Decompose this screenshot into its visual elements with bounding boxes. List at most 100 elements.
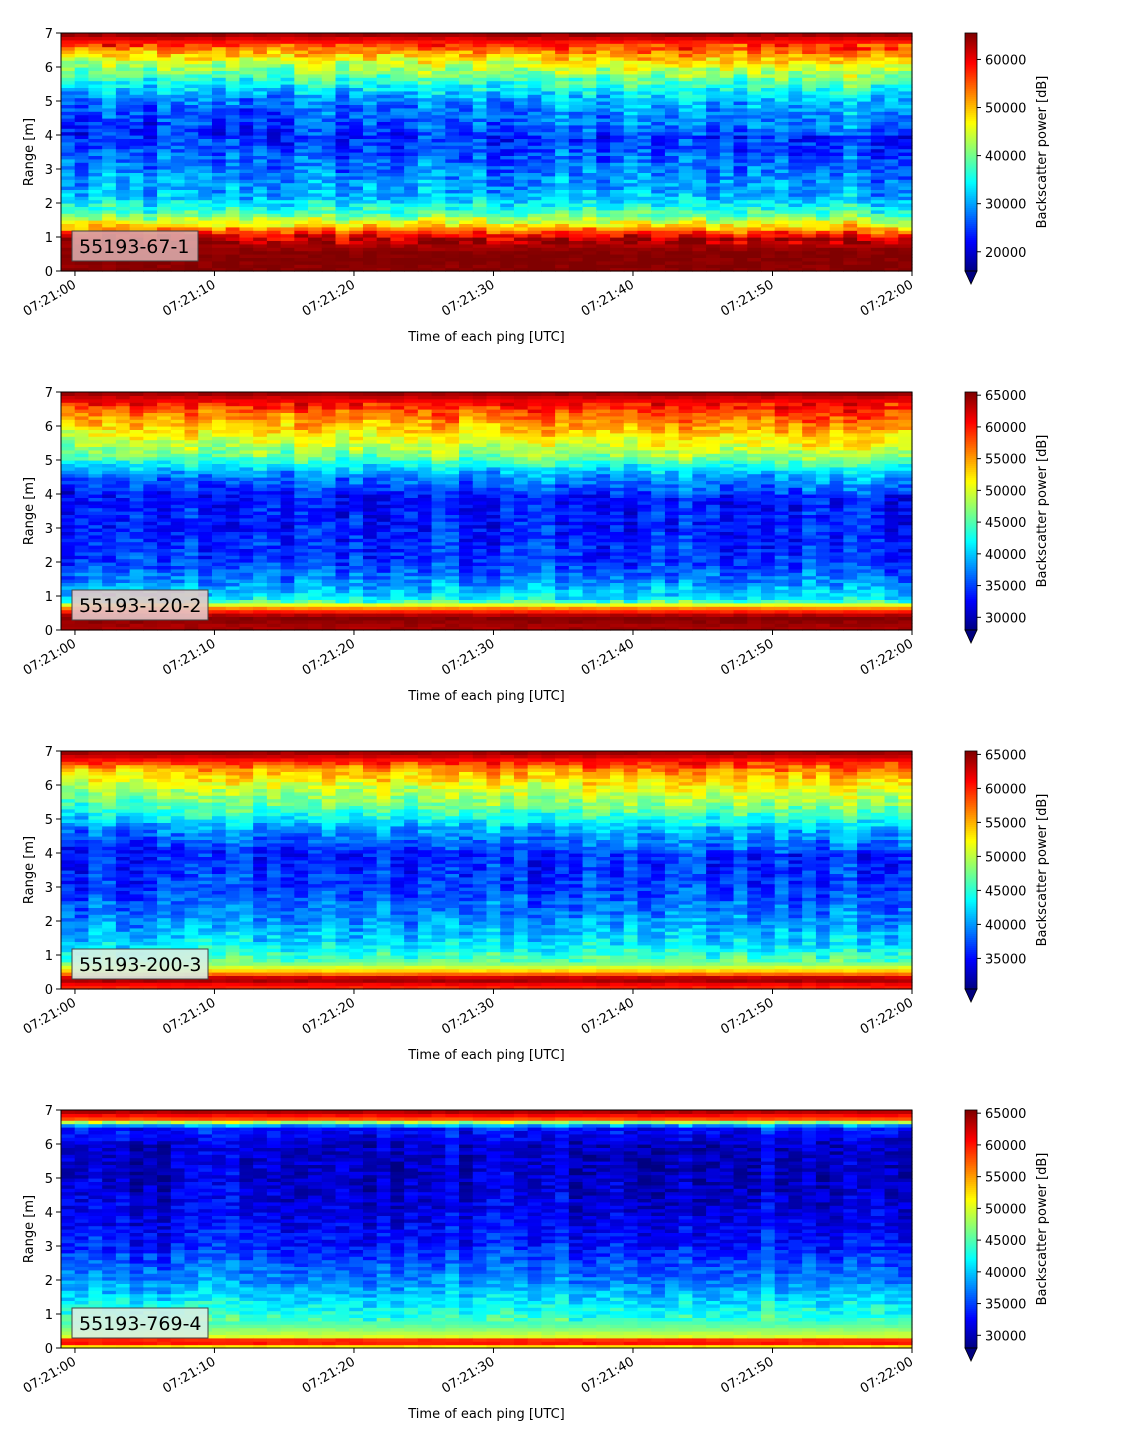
heatmap-cell [308, 121, 323, 126]
heatmap-cell [596, 73, 611, 78]
heatmap-cell [88, 432, 103, 437]
heatmap-cell [870, 179, 886, 184]
heatmap-cell [74, 131, 90, 136]
heatmap-cell [843, 230, 858, 235]
heatmap-cell [527, 158, 543, 163]
heatmap-cell [417, 94, 433, 99]
heatmap-cell [376, 43, 392, 48]
heatmap-cell [637, 39, 652, 44]
heatmap-cell [596, 199, 611, 204]
heatmap-cell [651, 141, 666, 146]
heatmap-cell [898, 175, 913, 180]
heatmap-cell [362, 209, 378, 214]
heatmap-cell [815, 155, 831, 160]
heatmap-cell [211, 196, 227, 201]
heatmap-cell [486, 138, 501, 143]
heatmap-cell [596, 131, 611, 136]
heatmap-cell [74, 517, 90, 522]
heatmap-cell [198, 50, 213, 54]
heatmap-cell [898, 60, 913, 65]
heatmap-cell [445, 250, 460, 255]
heatmap-cell [870, 84, 886, 88]
heatmap-cell [376, 114, 392, 119]
heatmap-cell [129, 155, 144, 160]
heatmap-cell [253, 233, 268, 238]
heatmap-cell [225, 260, 241, 265]
heatmap-cell [774, 114, 790, 119]
heatmap-cell [321, 70, 337, 75]
heatmap-cell [761, 56, 776, 61]
heatmap-cell [61, 237, 76, 241]
heatmap-cell [706, 175, 721, 180]
colorbar-segment [965, 94, 977, 98]
heatmap-cell [870, 182, 886, 187]
heatmap-cell [500, 50, 515, 54]
heatmap-cell [143, 53, 158, 58]
heatmap-cell [170, 87, 186, 92]
heatmap-cell [761, 220, 776, 224]
colorbar-segment [965, 86, 977, 90]
heatmap-cell [74, 395, 90, 400]
heatmap-cell [829, 36, 844, 41]
heatmap-cell [857, 243, 872, 248]
heatmap-cell [431, 118, 446, 122]
heatmap-cell [349, 107, 364, 112]
heatmap-cell [623, 196, 639, 201]
heatmap-cell [513, 267, 529, 272]
heatmap-cell [761, 145, 776, 150]
heatmap-cell [623, 209, 639, 214]
heatmap-cell [829, 118, 844, 122]
heatmap-cell [733, 94, 748, 99]
heatmap-cell [555, 118, 570, 122]
heatmap-cell [610, 158, 625, 163]
heatmap-cell [102, 568, 117, 573]
heatmap-cell [857, 63, 872, 68]
heatmap-cell [431, 90, 446, 95]
heatmap-cell [308, 192, 323, 197]
heatmap-cell [802, 50, 817, 54]
heatmap-cell [129, 33, 144, 37]
heatmap-cell [198, 135, 213, 139]
heatmap-cell [774, 50, 790, 54]
heatmap-cell [513, 94, 529, 99]
heatmap-cell [129, 162, 144, 167]
heatmap-cell [568, 220, 584, 224]
heatmap-cell [88, 80, 103, 85]
heatmap-cell [610, 237, 625, 241]
heatmap-cell [362, 135, 378, 139]
colorbar-segment [965, 171, 977, 175]
heatmap-cell [239, 56, 254, 61]
heatmap-cell [280, 175, 295, 180]
heatmap-cell [74, 182, 90, 187]
heatmap-cell [870, 60, 886, 65]
heatmap-cell [610, 107, 625, 112]
heatmap-cell [157, 216, 172, 221]
heatmap-cell [568, 138, 584, 143]
heatmap-cell [623, 46, 639, 51]
heatmap-cell [678, 237, 693, 241]
heatmap-cell [253, 111, 268, 116]
heatmap-cell [692, 223, 707, 228]
heatmap-cell [321, 124, 337, 129]
heatmap-cell [774, 203, 790, 207]
heatmap-cell [898, 243, 913, 248]
heatmap-cell [335, 250, 350, 255]
heatmap-cell [157, 189, 172, 194]
heatmap-cell [102, 152, 117, 156]
heatmap-cell [664, 77, 680, 82]
heatmap-cell [376, 128, 392, 133]
colorbar-segment [965, 197, 977, 201]
heatmap-cell [198, 148, 213, 153]
heatmap-cell [239, 43, 254, 48]
heatmap-cell [829, 138, 844, 143]
heatmap-cell [198, 60, 213, 65]
heatmap-cell [843, 97, 858, 102]
heatmap-cell [376, 152, 392, 156]
heatmap-cell [143, 189, 158, 194]
heatmap-cell [74, 507, 90, 512]
colorbar-segment [965, 217, 977, 221]
heatmap-cell [857, 84, 872, 88]
heatmap-cell [417, 155, 433, 160]
heatmap-cell [88, 203, 103, 207]
heatmap-cell [115, 579, 131, 583]
